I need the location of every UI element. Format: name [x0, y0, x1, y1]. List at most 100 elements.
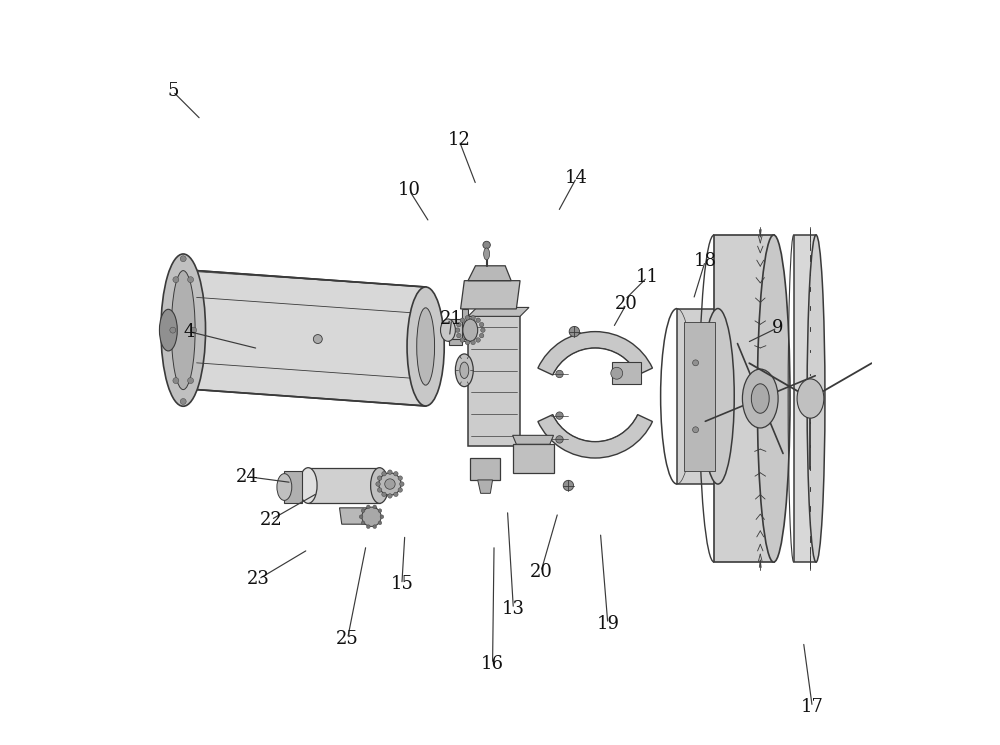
Ellipse shape [382, 472, 386, 476]
Ellipse shape [807, 235, 825, 562]
Ellipse shape [479, 333, 484, 337]
Ellipse shape [460, 318, 465, 323]
Ellipse shape [378, 521, 382, 524]
Ellipse shape [441, 319, 455, 341]
Polygon shape [470, 457, 500, 480]
Ellipse shape [479, 323, 484, 327]
Text: 20: 20 [529, 562, 552, 581]
Ellipse shape [460, 337, 465, 342]
Ellipse shape [361, 521, 365, 524]
Ellipse shape [693, 427, 699, 433]
Text: 11: 11 [636, 268, 659, 286]
Ellipse shape [373, 524, 377, 528]
Ellipse shape [400, 482, 404, 486]
Text: 19: 19 [596, 615, 619, 633]
Text: 23: 23 [247, 570, 270, 589]
Text: 17: 17 [801, 698, 824, 716]
Ellipse shape [457, 323, 461, 327]
Ellipse shape [465, 316, 470, 320]
Ellipse shape [476, 318, 480, 323]
Text: 10: 10 [398, 181, 421, 200]
Ellipse shape [471, 340, 475, 345]
Ellipse shape [382, 492, 386, 497]
Text: 13: 13 [502, 600, 525, 618]
Ellipse shape [556, 412, 563, 419]
Polygon shape [677, 308, 718, 484]
Text: 20: 20 [615, 295, 638, 313]
Text: 21: 21 [440, 310, 463, 328]
Ellipse shape [171, 270, 195, 390]
Wedge shape [538, 415, 652, 458]
Ellipse shape [277, 474, 292, 501]
Ellipse shape [751, 384, 769, 413]
Ellipse shape [702, 308, 734, 484]
Ellipse shape [170, 327, 176, 333]
Ellipse shape [377, 488, 382, 492]
Ellipse shape [173, 276, 179, 282]
Ellipse shape [476, 337, 480, 342]
Ellipse shape [380, 515, 384, 519]
Ellipse shape [569, 326, 580, 337]
Ellipse shape [481, 328, 485, 332]
Ellipse shape [377, 476, 382, 481]
Polygon shape [448, 319, 470, 341]
Polygon shape [714, 235, 774, 562]
Polygon shape [513, 435, 554, 444]
Ellipse shape [388, 494, 392, 498]
Ellipse shape [188, 378, 194, 384]
Polygon shape [468, 266, 511, 281]
Ellipse shape [180, 399, 186, 405]
Text: 14: 14 [565, 168, 588, 187]
Polygon shape [461, 281, 520, 309]
Ellipse shape [484, 248, 490, 260]
Ellipse shape [460, 362, 469, 378]
Ellipse shape [465, 340, 470, 345]
Ellipse shape [180, 256, 186, 261]
Ellipse shape [394, 492, 398, 497]
Ellipse shape [742, 369, 778, 428]
Ellipse shape [313, 335, 322, 343]
Ellipse shape [361, 509, 365, 513]
Text: 12: 12 [448, 132, 471, 150]
Ellipse shape [797, 379, 824, 418]
Polygon shape [513, 444, 554, 472]
Ellipse shape [385, 479, 395, 489]
Ellipse shape [362, 507, 381, 527]
Polygon shape [308, 495, 388, 504]
Ellipse shape [299, 468, 317, 504]
Ellipse shape [471, 316, 475, 320]
Polygon shape [197, 270, 426, 406]
Polygon shape [684, 322, 715, 471]
Ellipse shape [407, 287, 444, 406]
Polygon shape [478, 480, 493, 493]
Ellipse shape [366, 505, 370, 509]
Ellipse shape [378, 509, 382, 513]
Ellipse shape [359, 515, 363, 519]
Polygon shape [340, 508, 377, 524]
Polygon shape [308, 468, 380, 504]
Polygon shape [794, 235, 816, 562]
Polygon shape [284, 471, 302, 504]
Ellipse shape [398, 488, 402, 492]
Text: 9: 9 [772, 319, 783, 337]
Polygon shape [468, 317, 520, 446]
Ellipse shape [398, 476, 402, 481]
Ellipse shape [191, 327, 197, 333]
Ellipse shape [463, 319, 478, 341]
Ellipse shape [159, 309, 177, 351]
Text: 15: 15 [390, 575, 413, 594]
Text: 24: 24 [236, 468, 259, 486]
Ellipse shape [556, 436, 563, 443]
Ellipse shape [611, 367, 623, 379]
Polygon shape [468, 308, 529, 317]
Ellipse shape [371, 468, 388, 504]
Ellipse shape [556, 370, 563, 378]
Polygon shape [468, 437, 529, 446]
Ellipse shape [693, 360, 699, 366]
Ellipse shape [161, 254, 206, 406]
Text: 5: 5 [167, 83, 178, 101]
Text: 18: 18 [694, 252, 717, 270]
Ellipse shape [173, 378, 179, 384]
Wedge shape [538, 332, 652, 375]
Ellipse shape [366, 524, 370, 528]
